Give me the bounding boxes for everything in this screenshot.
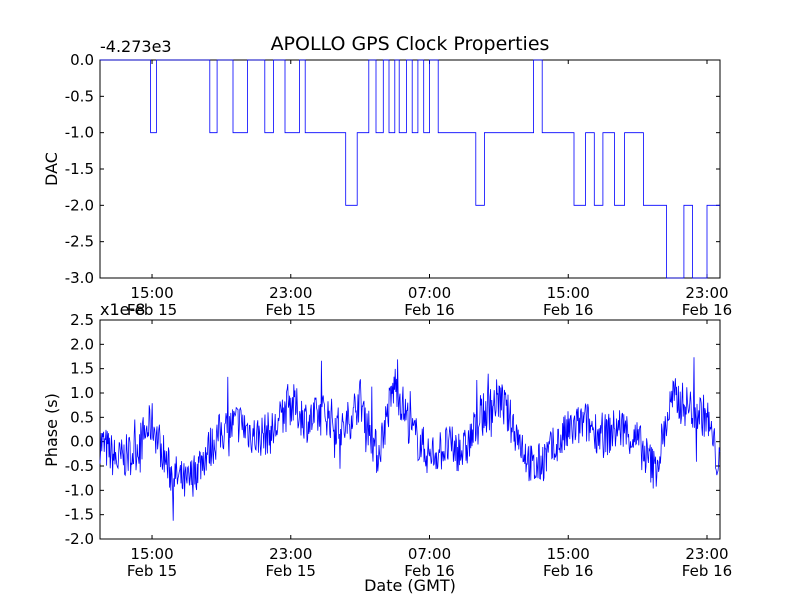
dac-y-tick-label: -2.5 — [65, 233, 94, 251]
phase-y-tick-label: 1.0 — [70, 384, 94, 402]
phase-x-tick-time: 07:00 — [408, 545, 451, 563]
chart-title: APOLLO GPS Clock Properties — [271, 33, 550, 55]
phase-x-tick-date: Feb 16 — [404, 562, 454, 580]
dac-y-tick-label: -3.0 — [65, 269, 94, 287]
phase-panel: 2.5 2.0 1.5 1.0 0.5 0.0 -0.5 -1.0 -1.5 -2.0 15:00… — [42, 300, 732, 595]
phase-y-tick-label: -0.5 — [65, 457, 94, 475]
phase-x-tick-date: Feb 15 — [127, 562, 177, 580]
dac-x-tick-time: 15:00 — [130, 284, 173, 302]
phase-y-tick-label: -2.0 — [65, 530, 94, 548]
dac-x-tick-time: 23:00 — [685, 284, 728, 302]
dac-y-tick-label: -2.0 — [65, 196, 94, 214]
dac-offset-label: -4.273e3 — [100, 37, 172, 56]
dac-y-tick-label: -0.5 — [65, 87, 94, 105]
dac-x-tick-date: Feb 15 — [127, 301, 177, 319]
dac-x-tick-time: 15:00 — [547, 284, 590, 302]
phase-series-line — [99, 357, 721, 521]
phase-y-axis-label: Phase (s) — [42, 393, 61, 467]
phase-y-tick-label: 0.5 — [70, 408, 94, 426]
phase-x-tick-time: 15:00 — [547, 545, 590, 563]
phase-y-tick-label: 2.0 — [70, 335, 94, 353]
phase-y-ticks: 2.5 2.0 1.5 1.0 0.5 0.0 -0.5 -1.0 -1.5 -2.0 — [65, 311, 720, 548]
dac-x-tick-time: 23:00 — [269, 284, 312, 302]
dac-x-tick-time: 07:00 — [408, 284, 451, 302]
dac-y-tick-label: -1.5 — [65, 160, 94, 178]
phase-x-tick-date: Feb 16 — [543, 562, 593, 580]
phase-y-tick-label: 2.5 — [70, 311, 94, 329]
dac-x-tick-date: Feb 16 — [543, 301, 593, 319]
dac-y-ticks: 0.0 -0.5 -1.0 -1.5 -2.0 -2.5 -3.0 — [65, 51, 720, 287]
dac-y-axis-label: DAC — [42, 152, 61, 186]
phase-x-tick-time: 23:00 — [685, 545, 728, 563]
phase-offset-label: x1e-8 — [100, 300, 145, 319]
dac-y-tick-label: -1.0 — [65, 124, 94, 142]
dac-x-tick-date: Feb 16 — [682, 301, 732, 319]
phase-x-tick-date: Feb 15 — [266, 562, 316, 580]
dac-series-line — [100, 59, 720, 279]
dac-plot-frame — [99, 59, 721, 279]
phase-y-tick-label: -1.5 — [65, 506, 94, 524]
phase-y-tick-label: 0.0 — [70, 433, 94, 451]
x-axis-label: Date (GMT) — [364, 576, 456, 595]
phase-y-tick-label: 1.5 — [70, 360, 94, 378]
phase-x-tick-date: Feb 16 — [682, 562, 732, 580]
phase-x-tick-time: 23:00 — [269, 545, 312, 563]
dac-x-tick-date: Feb 16 — [404, 301, 454, 319]
dac-y-tick-label: 0.0 — [70, 51, 94, 69]
phase-x-tick-time: 15:00 — [130, 545, 173, 563]
dac-x-tick-date: Feb 15 — [266, 301, 316, 319]
phase-y-tick-label: -1.0 — [65, 481, 94, 499]
